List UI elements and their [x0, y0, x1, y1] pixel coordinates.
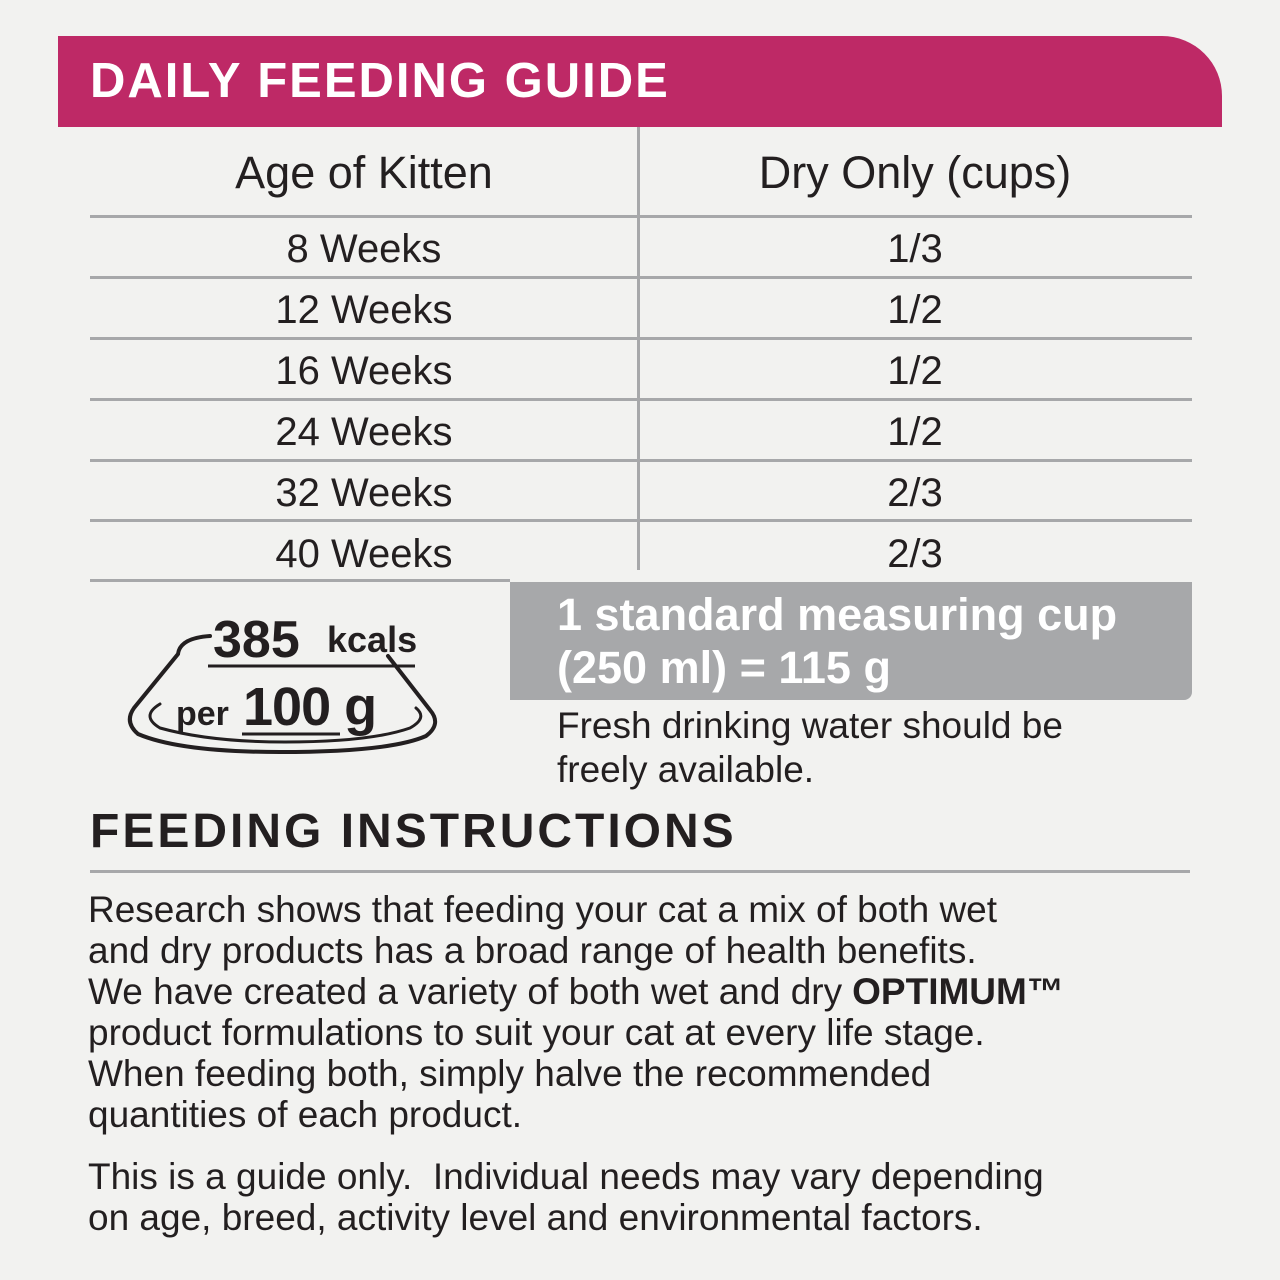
water-text: freely available. — [557, 749, 815, 790]
brand-name: OPTIMUM™ — [852, 971, 1064, 1012]
row-divider — [90, 519, 1192, 522]
table-cell: 2/3 — [887, 471, 943, 515]
column-header: Age of Kitten — [235, 147, 493, 198]
paragraph-line: This is a guide only. Individual needs m… — [88, 1156, 1044, 1197]
table-cell: 2/3 — [887, 532, 943, 576]
water-text: Fresh drinking water should be — [557, 705, 1063, 746]
table-cell: 8 Weeks — [286, 227, 442, 271]
paragraph-line: product formulations to suit your cat at… — [88, 1012, 985, 1053]
table-cell: 12 Weeks — [275, 288, 453, 332]
table-cell: 24 Weeks — [275, 410, 453, 454]
row-divider — [90, 459, 1192, 462]
table-cell: 1/2 — [887, 288, 943, 332]
instructions-title: FEEDING INSTRUCTIONS — [90, 805, 737, 858]
header-bar — [58, 36, 1222, 127]
bowl-icon — [127, 634, 438, 755]
measure-text: (250 ml) = 115 g — [557, 642, 891, 693]
row-divider — [90, 398, 1192, 401]
row-divider — [90, 337, 1192, 340]
table-cell: 16 Weeks — [275, 349, 453, 393]
kcal-unit: kcals — [327, 619, 418, 660]
per-label: per — [176, 695, 229, 733]
column-header: Dry Only (cups) — [758, 147, 1072, 198]
column-divider — [637, 127, 640, 570]
table-cell: 1/2 — [887, 349, 943, 393]
paragraph-line: When feeding both, simply halve the reco… — [88, 1053, 932, 1094]
header-title: DAILY FEEDING GUIDE — [90, 54, 670, 108]
measure-box — [510, 582, 1192, 700]
paragraph-line: on age, breed, activity level and enviro… — [88, 1197, 983, 1238]
paragraph-line: quantities of each product. — [88, 1094, 523, 1135]
kcal-amount: 385 — [213, 611, 300, 669]
table-cell: 1/3 — [887, 227, 943, 271]
row-divider — [90, 276, 1192, 279]
bowl-inner — [148, 702, 423, 744]
table-bottom-line — [90, 579, 510, 582]
bowl-outline — [127, 634, 438, 755]
measure-text: 1 standard measuring cup — [557, 589, 1118, 640]
table-cell: 40 Weeks — [275, 532, 453, 576]
paragraph-line: We have created a variety of both wet an… — [88, 971, 1064, 1012]
table-cell: 1/2 — [887, 410, 943, 454]
table-cell: 32 Weeks — [275, 471, 453, 515]
paragraph-line: and dry products has a broad range of he… — [88, 930, 977, 971]
paragraph-line: Research shows that feeding your cat a m… — [88, 889, 998, 930]
row-divider — [90, 215, 1192, 218]
basis-label: 100 g — [243, 677, 377, 737]
instructions-rule — [90, 870, 1190, 873]
